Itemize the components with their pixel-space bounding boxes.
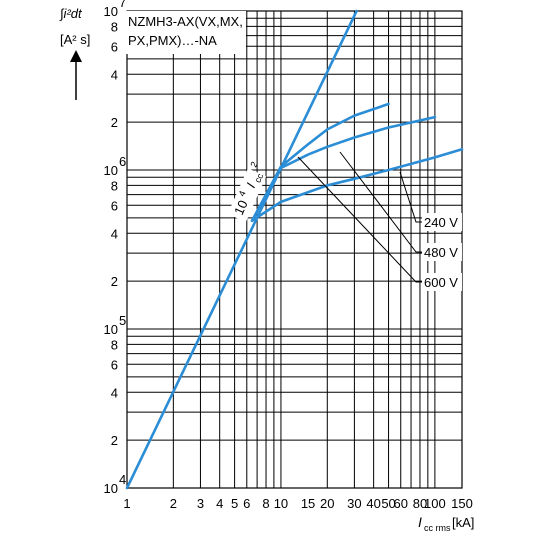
x-tick-label: 80 (413, 496, 427, 511)
y-tick-label: 8 (111, 337, 118, 352)
x-tick-label: 4 (216, 496, 223, 511)
chart-title-line-2: PX,PMX)…-NA (128, 33, 217, 48)
y-tick-label: 2 (111, 433, 118, 448)
ref-var-exp: 2 (248, 160, 259, 169)
y-tick-label: 8 (111, 178, 118, 193)
voltage-label-box-240 (422, 213, 462, 231)
series-line-4 (250, 148, 464, 222)
voltage-label-box-600 (422, 273, 462, 291)
x-tick-label: 30 (347, 496, 361, 511)
y-tick-label: 4 (111, 385, 118, 400)
voltage-label-600: 600 V (424, 275, 458, 290)
y-tick-label: 10 (104, 481, 118, 496)
x-tick-label: 6 (243, 496, 250, 511)
ref-var: I (243, 180, 258, 190)
y-tick-label: 10 (104, 163, 118, 178)
x-axis-label: I cc rms [kA] (418, 514, 474, 533)
x-tick-label: 150 (451, 496, 473, 511)
plot-frame (126, 10, 463, 489)
x-tick-label: 40 (366, 496, 380, 511)
y-tick-label: 6 (111, 198, 118, 213)
x-tick-label: 100 (424, 496, 446, 511)
x-tick-label: 3 (197, 496, 204, 511)
voltage-leaders (297, 151, 422, 283)
y-tick-label: 10 (104, 322, 118, 337)
y-tick-label: 4 (111, 226, 118, 241)
x-tick-label: 10 (274, 496, 288, 511)
x-tick-label: 60 (394, 496, 408, 511)
x-tick-label: 15 (301, 496, 315, 511)
series-layer (125, 9, 464, 490)
voltage-label-box-480 (422, 243, 462, 261)
chart-title-line-1: NZMH3-AX(VX,MX, (128, 14, 243, 29)
x-axis-unit: [kA] (452, 515, 474, 530)
series-line-1 (125, 9, 358, 490)
x-tick-label: 2 (170, 496, 177, 511)
y-axis-unit: [A² s] (60, 32, 90, 47)
reference-line-label: 10 4 I cc 2 (226, 159, 270, 223)
y-tick-label: 2 (111, 115, 118, 130)
title-box (124, 11, 246, 54)
y-axis-arrow-icon (70, 50, 82, 100)
x-tick-label: 50 (381, 496, 395, 511)
y-tick-label: 10 (104, 4, 118, 19)
y-tick-exponent: 5 (119, 313, 126, 328)
series-line-2 (250, 102, 390, 222)
svg-text:10 4 I cc: 10 4 I cc 2 (226, 159, 270, 219)
x-tick-label: 20 (320, 496, 334, 511)
x-axis-label-sub: cc rms (424, 523, 451, 533)
ref-coef-exp: 4 (237, 189, 248, 198)
x-tick-label: 1 (123, 496, 130, 511)
y-tick-exponent: 4 (119, 472, 126, 487)
x-tick-label: 5 (231, 496, 238, 511)
x-axis-label-main: I (418, 514, 422, 530)
y-tick-label: 6 (111, 39, 118, 54)
x-tick-label: 8 (262, 496, 269, 511)
y-tick-label: 8 (111, 19, 118, 34)
voltage-label-480: 480 V (424, 245, 458, 260)
y-tick-label: 4 (111, 67, 118, 82)
series-line-3 (250, 115, 437, 222)
grid (126, 10, 463, 489)
y-axis-label: ∫i²dt (59, 6, 83, 21)
y-tick-exponent: 6 (119, 154, 126, 169)
voltage-label-240: 240 V (424, 215, 458, 230)
y-tick-label: 6 (111, 357, 118, 372)
y-tick-exponent: 7 (119, 0, 126, 10)
y-tick-label: 2 (111, 274, 118, 289)
